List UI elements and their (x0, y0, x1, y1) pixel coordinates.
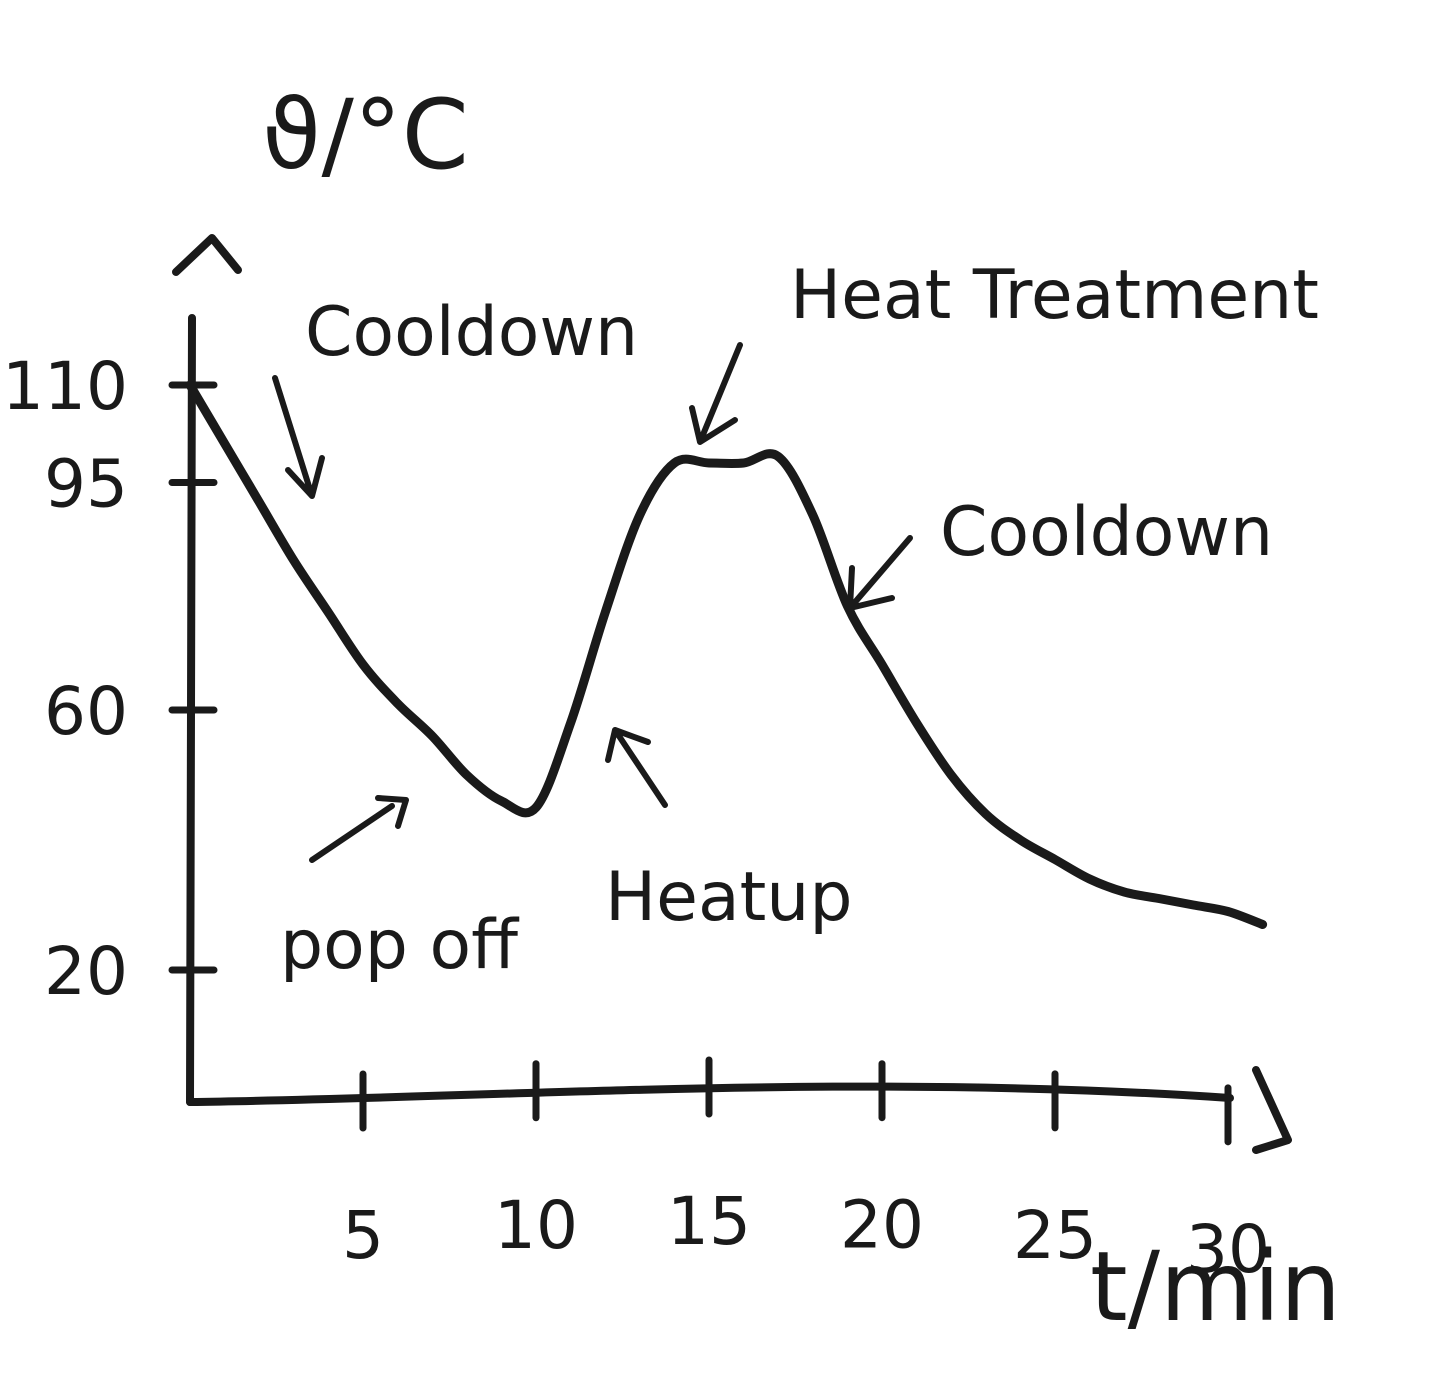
annotation-pop-off: pop off (280, 906, 520, 985)
arrow-heat-treatment (689, 342, 743, 445)
annotation-heatup: Heatup (605, 858, 853, 937)
x-tick-label: 25 (1013, 1197, 1097, 1274)
arrow-cooldown-2 (847, 535, 913, 611)
series-line (185, 380, 1268, 929)
x-tick-label: 15 (667, 1183, 751, 1260)
annotation-cooldown-2: Cooldown (940, 493, 1273, 572)
y-tick-label: 20 (44, 933, 128, 1010)
y-tick-label: 95 (44, 446, 128, 523)
x-axis-title: t/min (1090, 1231, 1341, 1343)
x-axis (186, 1066, 1292, 1154)
x-tick-label: 30 (1186, 1211, 1270, 1288)
annotation-heat-treatment: Heat Treatment (790, 256, 1319, 335)
annotations: Cooldown Heat Treatment Cooldown pop off… (272, 256, 1319, 985)
x-tick-label: 5 (342, 1197, 384, 1274)
arrow-pop-off (309, 795, 409, 863)
y-axis-title: ϑ/°C (262, 79, 469, 191)
y-tick-label: 60 (44, 673, 128, 750)
y-ticks: 20 60 95 110 (2, 348, 218, 1010)
arrow-heatup (605, 727, 668, 808)
x-tick-label: 20 (840, 1187, 924, 1264)
annotation-cooldown-1: Cooldown (305, 293, 638, 372)
y-tick-label: 110 (2, 348, 128, 425)
arrow-cooldown-1 (272, 375, 325, 499)
x-axis-arrowhead (1252, 1066, 1292, 1154)
y-axis-arrowhead (172, 234, 242, 276)
x-ticks: 5 10 15 20 25 30 (342, 1056, 1270, 1288)
x-tick-label: 10 (494, 1187, 578, 1264)
